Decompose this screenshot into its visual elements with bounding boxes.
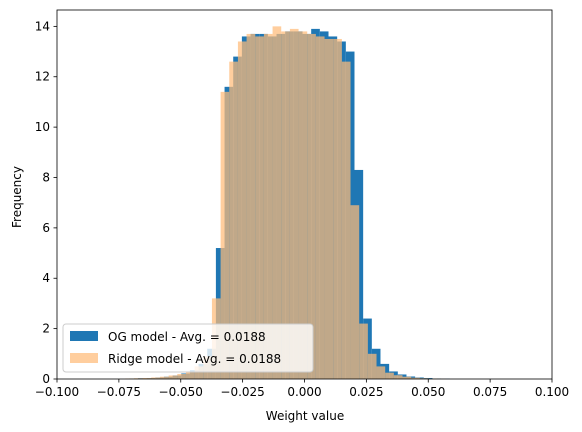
histogram-bar [376, 366, 386, 379]
histogram-bar [402, 376, 412, 379]
x-tick-label: −0.075 [97, 385, 141, 399]
histogram-bar [315, 36, 325, 380]
y-tick-label: 0 [42, 372, 50, 386]
histogram-bar [142, 377, 152, 379]
histogram-bar [411, 377, 420, 379]
y-tick-label: 2 [42, 322, 50, 336]
y-tick-label: 4 [42, 271, 50, 285]
legend-label-og: OG model - Avg. = 0.0188 [108, 330, 266, 344]
histogram-bar [168, 375, 178, 379]
y-axis-label: Frequency [10, 166, 24, 228]
histogram-bar [341, 61, 351, 379]
histogram-bar [177, 373, 186, 379]
histogram-bar [194, 366, 204, 379]
legend: OG model - Avg. = 0.0188 Ridge model - A… [62, 323, 314, 373]
histogram-bar [385, 372, 394, 379]
histogram-bar [350, 205, 360, 379]
series-1-bars [125, 26, 446, 380]
x-tick-label: 0.050 [411, 385, 445, 399]
histogram-bar [229, 61, 238, 379]
histogram-bar [151, 377, 160, 379]
histogram-bar [298, 31, 308, 380]
bars-layer [125, 26, 450, 380]
x-tick-label: 0.075 [473, 385, 507, 399]
histogram-bar [263, 33, 273, 379]
histogram-bar [185, 371, 195, 379]
histogram-bar [324, 38, 334, 379]
histogram-bar [359, 323, 368, 379]
x-tick-label: −0.100 [35, 385, 79, 399]
x-tick-label: 0.025 [349, 385, 383, 399]
y-tick-label: 14 [35, 19, 50, 33]
histogram-bar [281, 31, 290, 380]
histogram-bar [367, 353, 377, 379]
x-tick-label: 0.000 [287, 385, 321, 399]
histogram-bar [237, 41, 247, 379]
legend-swatch-og [70, 331, 98, 341]
y-tick-label: 8 [42, 170, 50, 184]
x-tick-label: 0.100 [535, 385, 569, 399]
histogram-bar [246, 33, 256, 379]
legend-box [62, 323, 314, 373]
y-tick-label: 10 [35, 120, 50, 134]
histogram-bar [220, 91, 230, 379]
histogram-bar [393, 375, 403, 379]
y-tick-label: 6 [42, 221, 50, 235]
legend-swatch-ridge [70, 353, 98, 363]
x-tick-label: −0.050 [159, 385, 203, 399]
y-axis-ticks: 0 2 4 6 8 10 12 14 [35, 19, 57, 386]
y-tick-label: 12 [35, 70, 50, 84]
x-tick-label: −0.025 [220, 385, 264, 399]
histogram-bar [289, 28, 299, 380]
histogram-bar [307, 33, 316, 379]
histogram-bar [255, 36, 264, 380]
legend-label-ridge: Ridge model - Avg. = 0.0188 [108, 352, 281, 366]
histogram-bar [159, 376, 169, 379]
histogram-bar [333, 38, 342, 379]
x-axis-label: Weight value [266, 409, 344, 423]
x-axis-ticks: −0.100 −0.075 −0.050 −0.025 0.000 0.025 0.050 0… [35, 379, 569, 399]
histogram-bar [272, 26, 282, 380]
